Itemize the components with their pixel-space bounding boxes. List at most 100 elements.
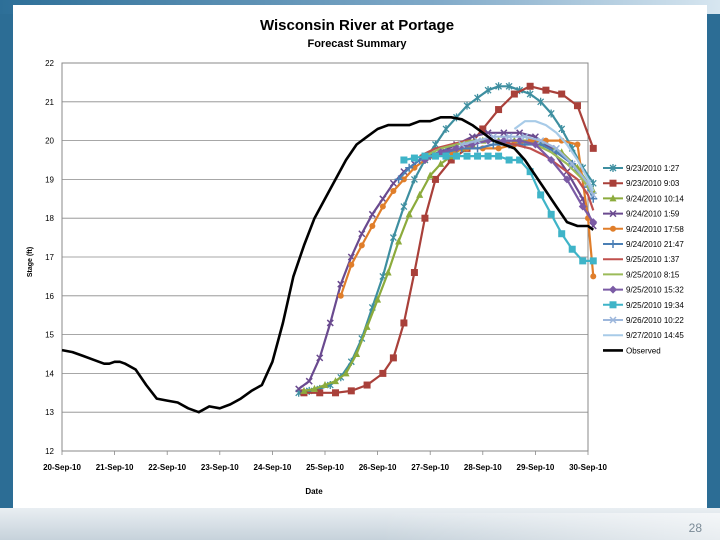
data-point <box>310 384 318 392</box>
data-point <box>348 261 355 268</box>
data-point <box>389 179 397 187</box>
data-point <box>332 377 340 385</box>
data-point <box>305 377 313 385</box>
x-tick-label: 25-Sep-10 <box>306 463 344 472</box>
legend-label: 9/27/2010 14:45 <box>626 331 684 340</box>
data-point <box>505 133 513 141</box>
data-point <box>562 175 571 184</box>
data-point <box>589 218 598 227</box>
data-point <box>426 171 434 179</box>
series-7 <box>419 139 595 211</box>
series-line <box>61 116 595 414</box>
data-point <box>295 385 303 393</box>
data-point <box>369 222 376 229</box>
bottom-swoosh <box>380 513 720 540</box>
legend-item: 9/25/2010 8:15 <box>603 270 680 279</box>
legend-label: 9/24/2010 21:47 <box>626 240 684 249</box>
data-point <box>400 319 408 327</box>
data-point <box>452 144 461 153</box>
legend-label: 9/25/2010 8:15 <box>626 270 680 279</box>
legend-item: 9/25/2010 15:32 <box>603 285 684 295</box>
legend-item: Observed <box>603 346 661 355</box>
data-point <box>416 190 424 198</box>
data-point <box>473 144 482 153</box>
data-point <box>453 152 460 160</box>
data-point <box>574 141 581 148</box>
data-point <box>400 168 408 176</box>
data-point <box>332 389 340 397</box>
data-point <box>609 285 617 294</box>
data-point <box>505 82 513 91</box>
data-point <box>321 381 329 389</box>
legend-item: 9/23/2010 1:27 <box>603 164 680 173</box>
data-point <box>442 124 450 133</box>
y-tick-label: 16 <box>45 292 54 301</box>
x-tick-label: 21-Sep-10 <box>96 463 134 472</box>
x-tick-label: 30-Sep-10 <box>569 463 607 472</box>
legend-label: 9/24/2010 10:14 <box>626 194 684 203</box>
data-point <box>505 156 513 164</box>
chart-svg: Wisconsin River at Portage Forecast Summ… <box>27 17 684 496</box>
legend-item: 9/25/2010 1:37 <box>603 255 680 264</box>
data-point <box>442 152 450 160</box>
data-point <box>484 86 492 95</box>
data-point <box>510 90 518 98</box>
data-point <box>590 273 597 280</box>
y-tick-label: 18 <box>45 214 54 223</box>
data-point <box>558 124 566 133</box>
data-point <box>358 230 366 238</box>
series-line <box>419 139 595 211</box>
data-point <box>609 240 617 248</box>
data-point <box>484 152 492 160</box>
data-point <box>516 156 524 164</box>
data-point <box>421 214 429 222</box>
chart-area: Wisconsin River at Portage Forecast Summ… <box>13 5 707 508</box>
y-tick-label: 21 <box>45 98 54 107</box>
legend-item: 9/23/2010 9:03 <box>603 179 680 188</box>
legend-label: 9/23/2010 1:27 <box>626 164 680 173</box>
y-tick-label: 14 <box>45 369 54 378</box>
data-point <box>379 195 387 203</box>
legend-item: 9/26/2010 10:22 <box>603 316 684 325</box>
chart-title: Wisconsin River at Portage <box>260 17 454 34</box>
data-point <box>405 210 413 218</box>
data-point <box>389 354 397 362</box>
y-tick-labels: 12 13 14 15 16 17 18 19 20 21 22 <box>45 59 54 456</box>
data-point <box>579 257 587 265</box>
data-point <box>609 194 617 202</box>
x-tick-label: 23-Sep-10 <box>201 463 239 472</box>
chart-subtitle: Forecast Summary <box>307 38 407 50</box>
data-point <box>374 295 382 303</box>
legend-label: Observed <box>626 346 661 355</box>
series-10 <box>400 152 597 265</box>
data-point <box>389 233 397 242</box>
data-point <box>363 322 371 330</box>
data-point <box>432 140 439 149</box>
data-point <box>400 176 407 183</box>
data-point <box>537 191 545 199</box>
data-point <box>379 203 386 210</box>
data-point <box>342 369 350 377</box>
data-point <box>609 301 617 309</box>
data-point <box>609 164 617 172</box>
data-point <box>516 129 524 137</box>
data-point <box>405 163 414 172</box>
x-tick-label: 28-Sep-10 <box>464 463 502 472</box>
series-line <box>461 135 595 196</box>
data-point <box>521 133 529 141</box>
data-point <box>609 179 617 187</box>
data-point <box>358 242 365 249</box>
data-point <box>390 188 397 195</box>
legend: 9/23/2010 1:27 9/23/2010 9:03 9/24/2010 10… <box>603 164 684 355</box>
data-point <box>410 154 418 162</box>
data-point <box>542 86 550 94</box>
data-point <box>547 109 555 118</box>
data-point <box>573 102 581 110</box>
y-tick-label: 17 <box>45 253 54 262</box>
data-point <box>474 152 482 160</box>
data-point <box>463 101 471 110</box>
data-point <box>437 159 445 167</box>
data-point <box>589 144 597 152</box>
data-point <box>421 152 429 160</box>
